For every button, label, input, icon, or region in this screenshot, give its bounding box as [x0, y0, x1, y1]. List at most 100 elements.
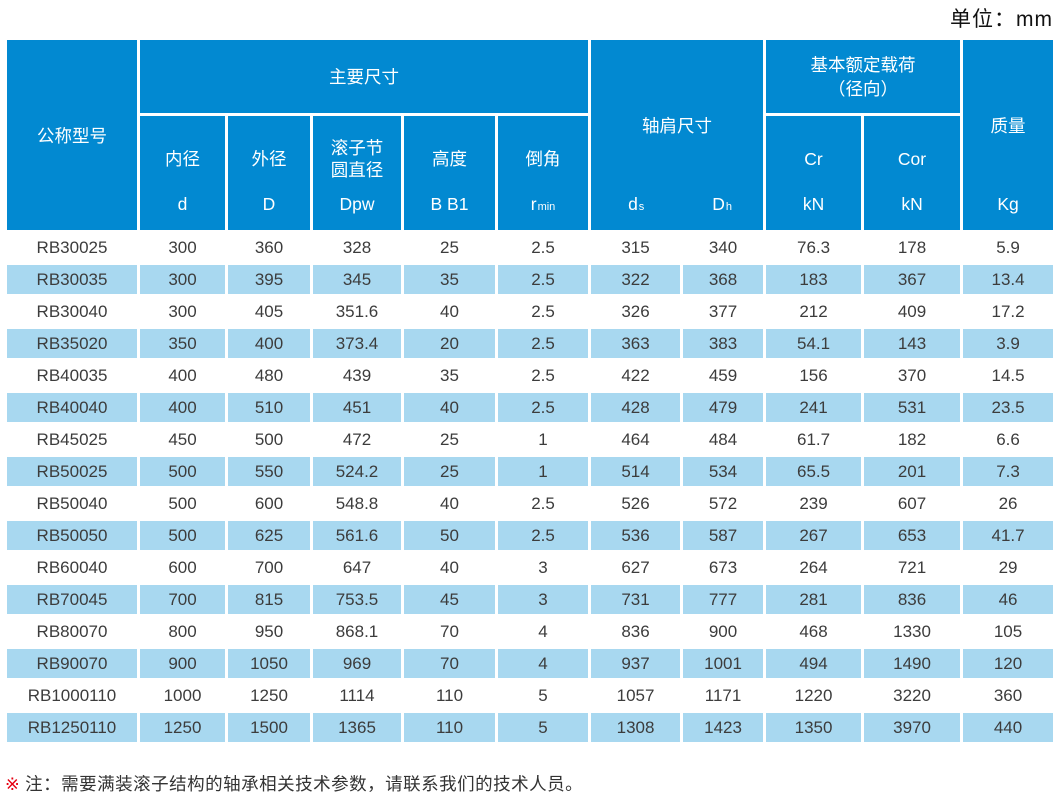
value-cell: 25	[401, 230, 498, 265]
table-row: RB1000110 1000 1250 1114 110 5 1057 1171 1220 322…	[4, 678, 1057, 713]
value-cell: 400	[225, 326, 313, 361]
col-group-rated-load: 基本额定载荷 （径向）	[763, 37, 964, 116]
model-cell: RB50025	[4, 454, 140, 489]
value-cell: 1308	[588, 710, 684, 745]
value-cell: 2.5	[494, 390, 592, 425]
model-cell: RB60040	[4, 550, 140, 585]
value-cell: 1114	[310, 678, 404, 713]
value-cell: 110	[401, 678, 498, 713]
value-cell: 322	[588, 262, 684, 297]
value-cell: 61.7	[763, 422, 865, 457]
value-cell: 281	[763, 582, 865, 617]
value-cell: 40	[401, 390, 498, 425]
value-cell: 23.5	[960, 390, 1057, 425]
value-cell: 340	[680, 230, 767, 265]
note-text: 注：需要满装滚子结构的轴承相关技术参数，请联系我们的技术人员。	[25, 774, 584, 794]
value-cell: 2.5	[494, 358, 592, 393]
value-cell: 120	[960, 646, 1057, 681]
model-cell: RB40040	[4, 390, 140, 425]
value-cell: 1250	[225, 678, 313, 713]
model-cell: RB1250110	[4, 710, 140, 745]
value-cell: 531	[861, 390, 964, 425]
value-cell: 2.5	[494, 262, 592, 297]
value-cell: 328	[310, 230, 404, 265]
value-cell: 440	[960, 710, 1057, 745]
value-cell: 5	[494, 710, 592, 745]
value-cell: 20	[401, 326, 498, 361]
table-row: RB60040 600 700 647 40 3 627 673 264 721 29	[4, 550, 1057, 585]
value-cell: 439	[310, 358, 404, 393]
value-cell: 647	[310, 550, 404, 585]
value-cell: 41.7	[960, 518, 1057, 553]
value-cell: 46	[960, 582, 1057, 617]
value-cell: 110	[401, 710, 498, 745]
table-row: RB35020 350 400 373.4 20 2.5 363 383 54.1 143 3.9	[4, 326, 1057, 361]
value-cell: 459	[680, 358, 767, 393]
model-cell: RB50040	[4, 486, 140, 521]
value-cell: 370	[861, 358, 964, 393]
table-row: RB40040 400 510 451 40 2.5 428 479 241 531 23.5	[4, 390, 1057, 425]
value-cell: 5.9	[960, 230, 1057, 265]
value-cell: 1057	[588, 678, 684, 713]
value-cell: 345	[310, 262, 404, 297]
value-cell: 480	[225, 358, 313, 393]
value-cell: 264	[763, 550, 865, 585]
value-cell: 17.2	[960, 294, 1057, 329]
value-cell: 836	[588, 614, 684, 649]
col-header-cor: Cor kN	[861, 113, 964, 233]
value-cell: 2.5	[494, 326, 592, 361]
value-cell: 561.6	[310, 518, 404, 553]
value-cell: 7.3	[960, 454, 1057, 489]
model-cell: RB90070	[4, 646, 140, 681]
value-cell: 3	[494, 582, 592, 617]
value-cell: 45	[401, 582, 498, 617]
model-cell: RB30025	[4, 230, 140, 265]
value-cell: 50	[401, 518, 498, 553]
value-cell: 937	[588, 646, 684, 681]
value-cell: 25	[401, 422, 498, 457]
model-cell: RB50050	[4, 518, 140, 553]
table-row: RB50025 500 550 524.2 25 1 514 534 65.5 201 7.3	[4, 454, 1057, 489]
value-cell: 300	[137, 230, 228, 265]
value-cell: 1050	[225, 646, 313, 681]
value-cell: 700	[137, 582, 228, 617]
value-cell: 472	[310, 422, 404, 457]
value-cell: 326	[588, 294, 684, 329]
value-cell: 900	[137, 646, 228, 681]
col-header-chamfer: 倒角 r min	[494, 113, 592, 233]
value-cell: 367	[861, 262, 964, 297]
value-cell: 267	[763, 518, 865, 553]
note-marker-icon: ※	[5, 774, 21, 794]
value-cell: 587	[680, 518, 767, 553]
model-cell: RB30035	[4, 262, 140, 297]
value-cell: 29	[960, 550, 1057, 585]
value-cell: 625	[225, 518, 313, 553]
value-cell: 524.2	[310, 454, 404, 489]
value-cell: 70	[401, 614, 498, 649]
table-row: RB90070 900 1050 969 70 4 937 1001 494 1490 120	[4, 646, 1057, 681]
table-row: RB50040 500 600 548.8 40 2.5 526 572 239 607 26	[4, 486, 1057, 521]
value-cell: 1423	[680, 710, 767, 745]
value-cell: 600	[225, 486, 313, 521]
value-cell: 3970	[861, 710, 964, 745]
value-cell: 1500	[225, 710, 313, 745]
model-cell: RB45025	[4, 422, 140, 457]
value-cell: 1	[494, 454, 592, 489]
table-body: RB30025 300 360 328 25 2.5 315 340 76.3 178 5.9 RB3…	[4, 230, 1057, 745]
value-cell: 428	[588, 390, 684, 425]
mass-unit: Kg	[997, 193, 1019, 214]
value-cell: 700	[225, 550, 313, 585]
value-cell: 26	[960, 486, 1057, 521]
value-cell: 534	[680, 454, 767, 489]
value-cell: 40	[401, 294, 498, 329]
value-cell: 1000	[137, 678, 228, 713]
value-cell: 241	[763, 390, 865, 425]
table-row: RB30035 300 395 345 35 2.5 322 368 183 367 13.4	[4, 262, 1057, 297]
model-cell: RB35020	[4, 326, 140, 361]
table-row: RB70045 700 815 753.5 45 3 731 777 281 836 46	[4, 582, 1057, 617]
col-header-height: 高度 B B1	[401, 113, 498, 233]
table-row: RB40035 400 480 439 35 2.5 422 459 156 370 14.5	[4, 358, 1057, 393]
value-cell: 600	[137, 550, 228, 585]
